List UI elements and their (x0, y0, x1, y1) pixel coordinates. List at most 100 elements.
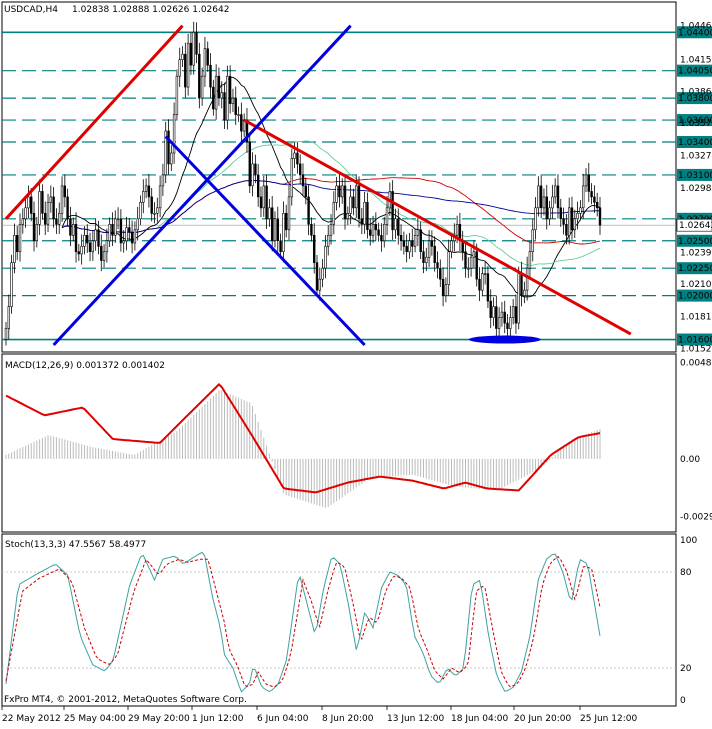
bear-candle (520, 273, 523, 296)
bull-candle (72, 224, 75, 236)
bull-candle (523, 289, 526, 296)
bull-candle (444, 284, 448, 296)
bear-candle (69, 218, 72, 236)
bear-candle (559, 207, 563, 220)
bull-candle (450, 240, 453, 253)
bear-candle (310, 224, 313, 236)
level-price-label: 1.01600 (678, 336, 712, 346)
bear-candle (270, 207, 274, 242)
macd-tick-label: 0.00 (680, 455, 700, 465)
y-tick-label: 1.02395 (680, 248, 712, 258)
bull-candle (382, 224, 386, 242)
blue-trendline (52, 24, 352, 347)
bull-candle (108, 224, 111, 242)
bull-candle (548, 207, 551, 220)
bull-candle (497, 317, 501, 329)
macd-tick-label: 0.00487 (680, 359, 712, 369)
bull-candle (290, 158, 293, 198)
bull-candle (251, 163, 254, 187)
bull-candle (203, 48, 207, 77)
stoch-signal-line (5, 555, 601, 688)
bear-candle (77, 251, 81, 255)
level-price-label: 1.03800 (678, 94, 712, 104)
bull-candle (340, 185, 344, 198)
bull-candle (385, 207, 389, 225)
bear-candle (391, 191, 394, 231)
bull-candle (139, 202, 142, 220)
bull-candle (237, 114, 240, 116)
bear-candle (397, 218, 400, 236)
bull-candle (349, 196, 352, 214)
bear-candle (234, 97, 237, 115)
level-price-box (677, 333, 712, 346)
bull-candle (394, 218, 397, 231)
bear-candle (66, 196, 69, 220)
bull-candle (282, 213, 285, 253)
bear-candle (88, 242, 92, 252)
bear-candle (256, 174, 260, 198)
bear-candle (506, 322, 509, 329)
bull-candle (214, 75, 218, 110)
bear-candle (240, 114, 243, 132)
x-tick-label: 6 Jun 04:00 (257, 714, 309, 724)
ma-200-line (61, 180, 601, 234)
y-tick-label: 1.02105 (680, 280, 712, 290)
bull-candle (293, 152, 296, 159)
bear-candle (368, 229, 372, 236)
level-price-label: 1.03600 (678, 116, 712, 126)
bear-candle (150, 196, 153, 214)
bull-candle (576, 213, 579, 220)
bear-candle (433, 245, 436, 263)
bull-candle (447, 251, 450, 285)
x-tick-label: 25 May 04:00 (64, 714, 126, 724)
stoch-tick-label: 100 (680, 536, 697, 546)
bear-candle (32, 213, 36, 242)
bull-candle (105, 240, 109, 253)
bull-candle (581, 185, 585, 209)
bull-candle (273, 218, 277, 242)
bull-candle (525, 267, 529, 291)
bear-candle (593, 196, 596, 203)
bear-candle (41, 191, 44, 214)
bull-candle (186, 42, 190, 88)
bull-candle (472, 251, 476, 258)
bear-candle (217, 75, 221, 99)
bull-candle (122, 240, 125, 244)
bull-candle (318, 278, 321, 291)
current-price-label: 1.02642 (679, 221, 712, 231)
bear-candle (97, 229, 100, 247)
bear-candle (495, 306, 498, 329)
bull-candle (408, 240, 411, 253)
bull-candle (551, 196, 554, 209)
bear-candle (279, 240, 282, 253)
bull-candle (455, 224, 459, 236)
bear-candle (598, 207, 602, 226)
x-tick-label: 22 May 2012 (2, 714, 61, 724)
bear-candle (167, 130, 170, 165)
stoch-title: Stoch(13,3,3) 47.5567 58.4977 (5, 540, 146, 550)
bear-candle (545, 196, 549, 220)
bull-candle (534, 207, 537, 231)
level-price-box (677, 26, 712, 39)
bull-candle (483, 273, 487, 276)
bull-candle (10, 262, 13, 307)
ma-21-line (61, 76, 601, 298)
y-tick-label: 1.03275 (680, 152, 712, 162)
bull-candle (161, 174, 165, 187)
bull-candle (469, 256, 473, 269)
bull-candle (268, 207, 271, 220)
bear-candle (15, 235, 19, 253)
y-tick-label: 1.04460 (680, 22, 712, 32)
bear-candle (119, 218, 123, 244)
bear-candle (338, 185, 341, 198)
bear-candle (223, 92, 226, 121)
bull-candle (425, 256, 428, 264)
bull-candle (192, 31, 195, 66)
level-price-box (677, 114, 712, 127)
bull-candle (346, 213, 349, 220)
level-price-box (677, 234, 712, 247)
bull-candle (531, 229, 534, 253)
bull-candle (21, 218, 24, 225)
bull-candle (584, 174, 588, 187)
bull-candle (83, 235, 86, 247)
